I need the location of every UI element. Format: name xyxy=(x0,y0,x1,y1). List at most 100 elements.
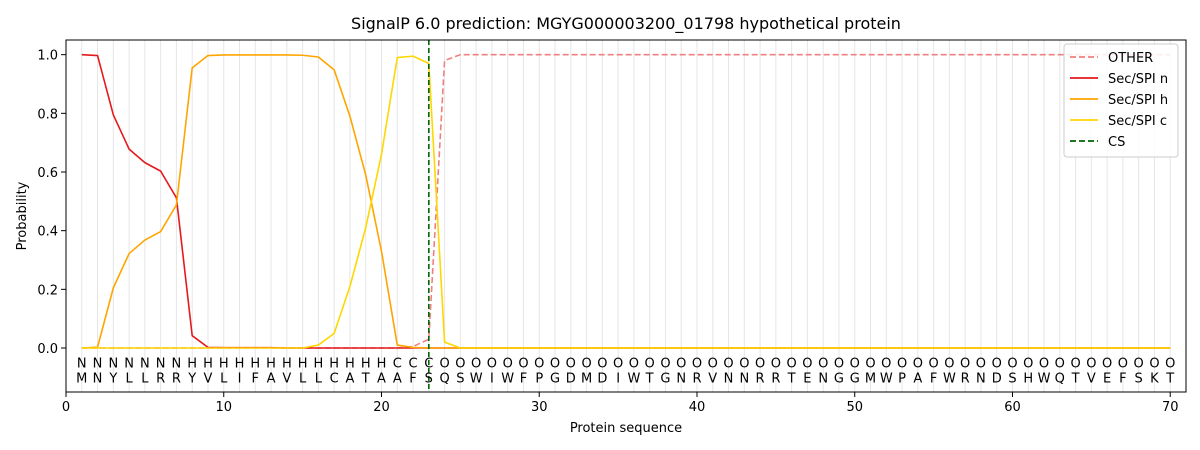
sequence-letter: Y xyxy=(108,371,117,386)
x-tick-label: 20 xyxy=(373,400,390,415)
region-label: O xyxy=(534,357,544,372)
sequence-letter: A xyxy=(377,371,386,386)
region-label: H xyxy=(361,357,371,372)
region-label: O xyxy=(471,357,481,372)
legend: OTHER Sec/SPI n Sec/SPI h Sec/SPI c CS xyxy=(1063,43,1179,158)
region-label: O xyxy=(613,357,623,372)
sequence-letter: W xyxy=(943,371,956,386)
region-label: N xyxy=(124,357,134,372)
sequence-letter: F xyxy=(520,371,527,386)
sequence-letter: M xyxy=(865,371,876,386)
chart-title: SignalP 6.0 prediction: MGYG000003200_01… xyxy=(351,14,901,34)
y-tick-label: 0.4 xyxy=(37,225,58,240)
region-label: O xyxy=(976,357,986,372)
sequence-letter: A xyxy=(267,371,276,386)
region-label: O xyxy=(629,357,639,372)
region-label: O xyxy=(439,357,449,372)
region-label: O xyxy=(487,357,497,372)
sequence-letter: R xyxy=(961,371,970,386)
region-label: O xyxy=(834,357,844,372)
sequence-letter: T xyxy=(1071,371,1080,386)
x-tick-label: 30 xyxy=(531,400,548,415)
sequence-letter: I xyxy=(238,371,242,386)
region-label: O xyxy=(850,357,860,372)
sequence-letter: W xyxy=(880,371,893,386)
sequence-letter: E xyxy=(1103,371,1111,386)
plot-frame xyxy=(65,39,1187,393)
sequence-letter: Q xyxy=(1055,371,1065,386)
legend-label: Sec/SPI h xyxy=(1108,93,1168,108)
region-label: N xyxy=(140,357,150,372)
sequence-letter: T xyxy=(787,371,796,386)
y-tick-label: 0.6 xyxy=(37,166,58,181)
sequence-letter: W xyxy=(1038,371,1051,386)
sequence-letter: N xyxy=(676,371,686,386)
region-label: O xyxy=(865,357,875,372)
sequence-letter: T xyxy=(361,371,370,386)
sequence-letter: M xyxy=(581,371,592,386)
sequence-letter: P xyxy=(898,371,906,386)
series-line-sec-spi-c xyxy=(81,55,1171,349)
sequence-letter: A xyxy=(913,371,922,386)
region-label: O xyxy=(1055,357,1065,372)
region-label: O xyxy=(503,357,513,372)
region-label: O xyxy=(928,357,938,372)
sequence-letter: C xyxy=(330,371,339,386)
region-label: O xyxy=(771,357,781,372)
region-label: O xyxy=(1070,357,1080,372)
region-label: O xyxy=(597,357,607,372)
region-label: C xyxy=(393,357,402,372)
region-label: O xyxy=(660,357,670,372)
region-label: N xyxy=(172,357,182,372)
y-tick-label: 1.0 xyxy=(37,49,58,64)
region-label: H xyxy=(282,357,292,372)
region-label: O xyxy=(960,357,970,372)
series-layer xyxy=(81,40,1171,392)
region-label: O xyxy=(1007,357,1017,372)
region-label: O xyxy=(1039,357,1049,372)
region-label: H xyxy=(219,357,229,372)
sequence-letter: Q xyxy=(439,371,449,386)
region-label: O xyxy=(787,357,797,372)
x-tick-label: 60 xyxy=(1004,400,1021,415)
region-label: H xyxy=(203,357,213,372)
series-line-sec-spi-h xyxy=(81,54,1171,349)
sequence-letter: W xyxy=(627,371,640,386)
region-label: O xyxy=(676,357,686,372)
sequence-letter: F xyxy=(1119,371,1126,386)
sequence-letter: H xyxy=(1023,371,1033,386)
sequence-letter: T xyxy=(1165,371,1174,386)
sequence-layer: NMNNNYNLNLNRNRHYHVHLHIHFHAHVHLHLHCHAHTHA… xyxy=(76,357,1175,387)
region-label: C xyxy=(424,357,433,372)
sequence-letter: G xyxy=(834,371,844,386)
region-label: O xyxy=(708,357,718,372)
sequence-letter: V xyxy=(1087,371,1096,386)
sequence-letter: L xyxy=(141,371,149,386)
y-tick-label: 0.0 xyxy=(37,342,58,357)
sequence-letter: R xyxy=(156,371,165,386)
sequence-letter: D xyxy=(992,371,1002,386)
sequence-letter: S xyxy=(1135,371,1143,386)
region-label: N xyxy=(77,357,87,372)
region-label: O xyxy=(1102,357,1112,372)
legend-label: Sec/SPI n xyxy=(1108,72,1168,87)
sequence-letter: L xyxy=(315,371,323,386)
region-label: H xyxy=(345,357,355,372)
region-label: N xyxy=(108,357,118,372)
region-label: N xyxy=(156,357,166,372)
region-label: O xyxy=(1023,357,1033,372)
region-label: C xyxy=(409,357,418,372)
x-axis-label: Protein sequence xyxy=(570,421,682,436)
x-tick-label: 40 xyxy=(689,400,706,415)
sequence-letter: T xyxy=(645,371,654,386)
legend-label: CS xyxy=(1108,135,1125,150)
sequence-letter: E xyxy=(803,371,811,386)
region-label: O xyxy=(692,357,702,372)
region-label: H xyxy=(314,357,324,372)
region-label: O xyxy=(913,357,923,372)
region-label: O xyxy=(518,357,528,372)
sequence-letter: F xyxy=(930,371,937,386)
region-label: H xyxy=(235,357,245,372)
sequence-letter: R xyxy=(771,371,780,386)
